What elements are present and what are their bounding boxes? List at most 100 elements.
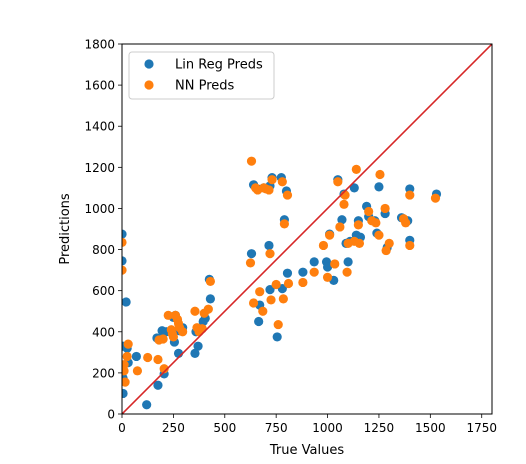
x-tick-label: 1250 — [364, 421, 395, 435]
nn-point — [271, 279, 281, 290]
nn-point — [298, 277, 308, 288]
x-tick-label: 1750 — [466, 421, 497, 435]
y-axis-label: Predictions — [58, 193, 73, 265]
nn-point — [339, 199, 349, 209]
lin-reg-point — [122, 256, 127, 266]
lin-reg-point — [374, 182, 384, 192]
nn-point — [246, 156, 257, 166]
nn-point — [309, 267, 319, 277]
lin-reg-point — [322, 262, 333, 272]
lin-reg-point — [309, 257, 319, 267]
nn-point — [158, 334, 168, 344]
points-layer — [122, 156, 442, 410]
lin-reg-point — [272, 332, 282, 342]
x-tick-label: 750 — [265, 421, 288, 435]
lin-reg-point — [190, 348, 200, 358]
lin-reg-point — [142, 400, 152, 410]
lin-reg-point — [122, 388, 128, 399]
y-tick-label: 1800 — [84, 38, 115, 52]
x-tick-label: 250 — [162, 421, 185, 435]
nn-point — [122, 237, 127, 247]
nn-point — [381, 245, 391, 256]
nn-point — [401, 218, 411, 228]
nn-point — [342, 267, 352, 277]
lin-reg-point — [246, 249, 257, 259]
lin-reg-point — [205, 294, 215, 304]
y-tick-label: 200 — [92, 366, 115, 380]
x-tick-label: 1500 — [415, 421, 446, 435]
nn-point — [178, 327, 188, 337]
nn-point — [248, 298, 259, 308]
nn-point — [255, 287, 265, 297]
nn-point — [405, 190, 415, 200]
nn-point — [351, 164, 361, 174]
nn-point — [273, 319, 283, 330]
legend: Lin Reg Preds NN Preds — [128, 51, 275, 100]
lin-reg-point — [337, 215, 347, 225]
x-axis-label: True Values — [269, 443, 344, 458]
y-tick-label: 0 — [107, 408, 115, 422]
nn-point — [203, 304, 213, 314]
nn-point — [267, 175, 277, 185]
nn-point — [335, 222, 345, 232]
lin-reg-point — [193, 341, 203, 351]
legend-marker — [144, 80, 154, 90]
nn-point — [205, 276, 215, 287]
lin-reg-point — [282, 268, 293, 278]
nn-point — [353, 220, 363, 230]
lin-reg-point — [153, 380, 163, 390]
nn-point — [159, 364, 169, 374]
lin-reg-point — [122, 297, 131, 307]
nn-point — [325, 230, 335, 240]
y-tick-label: 1600 — [84, 79, 115, 93]
nn-point — [371, 218, 381, 228]
y-tick-label: 800 — [92, 243, 115, 257]
lin-reg-point — [298, 267, 308, 277]
lin-reg-point — [264, 240, 274, 251]
y-tick-label: 1200 — [84, 161, 115, 175]
legend-label: Lin Reg Preds — [175, 58, 263, 73]
x-ticks: 0 250 500 750 1000 1250 1500 1750 — [118, 414, 497, 435]
y-tick-label: 400 — [92, 325, 115, 339]
nn-point — [333, 177, 343, 187]
nn-point — [122, 377, 130, 387]
lin-reg-point — [122, 229, 127, 239]
nn-point — [163, 310, 173, 320]
nn-point — [364, 206, 374, 217]
nn-point — [266, 295, 276, 305]
nn-point — [384, 238, 394, 248]
nn-point — [258, 306, 268, 316]
y-tick-label: 600 — [92, 284, 115, 298]
nn-point — [122, 366, 129, 376]
identity-line — [122, 44, 492, 414]
nn-point — [277, 177, 287, 187]
nn-point — [322, 272, 333, 282]
nn-point — [143, 352, 153, 363]
nn-point — [122, 265, 127, 275]
nn-point — [318, 240, 329, 251]
lin-reg-point — [349, 183, 359, 193]
nn-point — [375, 169, 385, 180]
lin-reg-point — [343, 257, 353, 267]
nn-point — [279, 219, 289, 229]
nn-point — [330, 259, 340, 269]
nn-point — [123, 339, 133, 349]
x-tick-label: 0 — [118, 421, 126, 435]
reference-line-layer — [122, 44, 492, 414]
legend-marker — [144, 59, 154, 69]
nn-point — [283, 278, 294, 289]
nn-point — [278, 294, 288, 304]
nn-point — [190, 306, 200, 316]
legend-box — [128, 51, 275, 100]
nn-point — [122, 351, 132, 362]
nn-point — [153, 354, 163, 365]
lin-reg-point — [265, 285, 275, 295]
y-tick-label: 1400 — [84, 120, 115, 134]
x-tick-label: 500 — [213, 421, 236, 435]
nn-point — [405, 240, 415, 251]
nn-point — [354, 238, 365, 248]
y-ticks: 0 200 400 600 800 1000 1200 1400 1600 1800 — [84, 38, 122, 422]
plot-frame — [121, 43, 493, 415]
nn-point — [197, 324, 207, 334]
